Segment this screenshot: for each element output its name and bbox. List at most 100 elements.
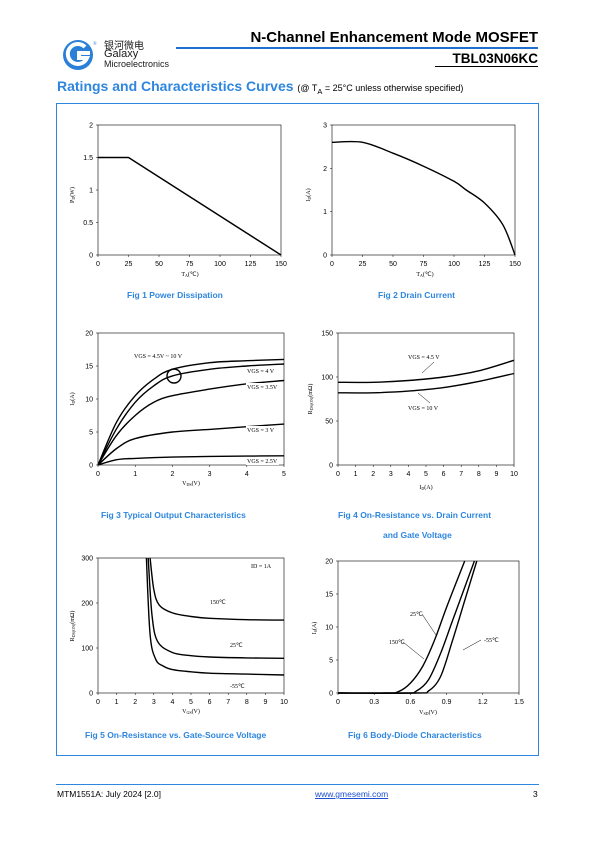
fig1-line (98, 156, 282, 256)
fig4-caption: Fig 4 On-Resistance vs. Drain Current (338, 510, 492, 520)
f5-xtick: 6 (208, 699, 212, 706)
footer-url-link[interactable]: www.gmesemi.com (315, 789, 389, 799)
f6-xtick: 0.9 (442, 699, 452, 706)
footer-divider (56, 784, 539, 785)
page-number: 3 (533, 789, 538, 799)
f3-ytick: 15 (85, 364, 93, 371)
f6-ytick: 20 (325, 559, 333, 566)
f6-xtick: 1.5 (514, 699, 524, 706)
f5-xtick: 10 (280, 699, 288, 706)
f1-ytick: 0 (89, 253, 93, 260)
f4-ytick: 100 (321, 375, 333, 382)
f3-xtick: 1 (133, 471, 137, 478)
f3lab-label: VGS = 2.5V (247, 459, 278, 465)
f5-xtick: 7 (226, 699, 230, 706)
f4-series-1 (337, 372, 515, 394)
f4-xtick: 3 (389, 471, 393, 478)
f3-ytick: 0 (89, 463, 93, 470)
section-title-text: Ratings and Characteristics Curves (57, 78, 294, 94)
fig4-caption-line2: and Gate Voltage (383, 530, 452, 540)
svg-text:®: ® (93, 41, 97, 47)
fig1-ylabel: PD(W) (69, 187, 76, 203)
fig1-yticks: 0 0.5 1 1.5 2 (83, 123, 98, 260)
f4-series-0 (337, 359, 515, 384)
fig2-xlabel: TA(℃) (416, 271, 433, 278)
f4-xtick: 0 (336, 471, 340, 478)
part-underline (435, 66, 538, 67)
f4-xtick: 9 (494, 471, 498, 478)
fig1-caption: Fig 1 Power Dissipation (127, 290, 223, 300)
footer-doc-id: MTM1551A: July 2024 [2.0] (57, 789, 161, 799)
f2-ytick: 2 (323, 166, 327, 173)
fig2-ylabel: ID(A) (305, 188, 312, 201)
f2-xtick: 25 (359, 261, 367, 268)
logo-subname: Microelectronics (104, 59, 170, 69)
f5-series-1 (147, 557, 285, 659)
f6-ytick: 15 (325, 592, 333, 599)
f2-xtick: 150 (509, 261, 521, 268)
f5-xtick: 0 (96, 699, 100, 706)
f4-ytick: 150 (321, 331, 333, 338)
f3-series-1 (97, 363, 285, 466)
f3-xtick: 2 (170, 471, 174, 478)
f6-xtick: 1.2 (478, 699, 488, 706)
f2-ytick: 3 (323, 123, 327, 130)
f6lab-label: 25℃ (410, 612, 423, 618)
f3-xtick: 0 (96, 471, 100, 478)
f1-xtick: 25 (125, 261, 133, 268)
f3lab-label: VGS = 3.5V (247, 385, 278, 391)
fig6-xlabel: VSD(V) (419, 709, 437, 716)
f5-series-2 (145, 557, 285, 676)
f2-xtick: 0 (330, 261, 334, 268)
f6lab-label: -55℃ (484, 638, 499, 644)
f5-xtick: 3 (152, 699, 156, 706)
fig2-caption: Fig 2 Drain Current (378, 290, 455, 300)
f2-xtick: 50 (389, 261, 397, 268)
f4-xtick: 2 (371, 471, 375, 478)
f2-ytick: 0 (323, 253, 327, 260)
f3-series-4 (97, 455, 285, 466)
f6-series-0 (337, 560, 466, 694)
f3-xtick: 3 (208, 471, 212, 478)
f4-xtick: 1 (354, 471, 358, 478)
fig2-line (331, 140, 516, 256)
fig6-ylabel: IS(A) (311, 622, 318, 635)
f3-xtick: 4 (245, 471, 249, 478)
f4lab-label: VGS = 10 V (408, 406, 439, 412)
f5-xtick: 2 (133, 699, 137, 706)
document-title: N-Channel Enhancement Mode MOSFET (250, 29, 538, 46)
f5lab-label: -55℃ (230, 684, 245, 690)
fig1-xlabel: TA(℃) (181, 271, 198, 278)
fig3-highlight-circle (166, 368, 182, 384)
charts-frame (56, 103, 539, 756)
f4-xtick: 10 (510, 471, 518, 478)
fig3-xlabel: VDS(V) (182, 480, 200, 487)
f6-xtick: 0 (336, 699, 340, 706)
f5-ytick: 300 (81, 556, 93, 563)
f5lab-label: 25℃ (230, 643, 243, 649)
fig5-caption: Fig 5 On-Resistance vs. Gate-Source Volt… (85, 730, 267, 740)
f3lab-label: VGS = 4.5V ~ 10 V (134, 354, 183, 360)
f2-ytick: 1 (323, 209, 327, 216)
f1-xtick: 0 (96, 261, 100, 268)
f1-xtick: 125 (245, 261, 257, 268)
f3-xtick: 5 (282, 471, 286, 478)
footer-url[interactable]: www.gmesemi.com (315, 789, 388, 799)
f1-xtick: 100 (214, 261, 226, 268)
f1-xtick: 75 (186, 261, 194, 268)
f5-xtick: 8 (245, 699, 249, 706)
fig6-chart: 0 0.3 0.6 0.9 1.2 1.5 0 5 10 15 20 25℃ 150℃ -55℃ IS(A… (311, 559, 524, 717)
fig4-xlabel: ID(A) (419, 484, 432, 491)
fig3-caption: Fig 3 Typical Output Characteristics (101, 510, 246, 520)
fig5-xlabel: VGS(V) (182, 708, 200, 715)
f5lab-label: 150℃ (210, 600, 226, 606)
f6-ytick: 5 (329, 658, 333, 665)
fig1-chart: 0 25 50 75 100 125 150 0 0.5 1 1.5 2 PD(W) TA(℃) (69, 123, 287, 279)
f1-ytick: 1.5 (83, 155, 93, 162)
fig5-ylabel: RDS(ON)(mΩ) (69, 611, 76, 642)
fig4-ylabel: RDS(ON)(mΩ) (307, 384, 314, 415)
f4-ytick: 50 (325, 419, 333, 426)
f3lab-label: VGS = 4 V (247, 369, 275, 375)
f5-xtick: 9 (263, 699, 267, 706)
